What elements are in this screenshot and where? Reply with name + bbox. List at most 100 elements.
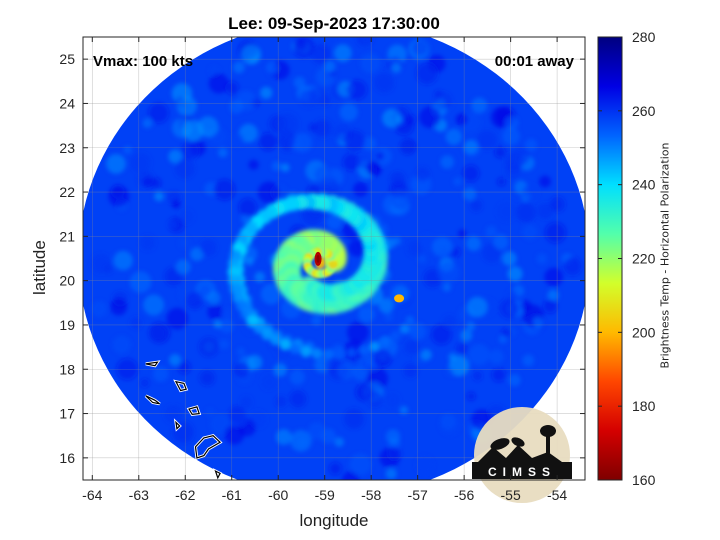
texture-blob: [91, 301, 107, 317]
colorbar-tick-label: 240: [632, 177, 656, 193]
texture-blob: [491, 367, 506, 382]
band-2-segment: [379, 336, 391, 347]
texture-blob: [271, 161, 282, 172]
colorbar-tick-label: 180: [632, 398, 656, 414]
texture-blob: [257, 181, 280, 204]
texture-blob: [508, 374, 521, 387]
rain-bands: [227, 192, 410, 360]
texture-blob: [353, 181, 368, 197]
texture-blob: [406, 240, 423, 257]
chart-title: Lee: 09-Sep-2023 17:30:00: [228, 14, 440, 33]
texture-blob: [169, 354, 182, 366]
texture-blob: [399, 406, 409, 415]
texture-blob: [412, 39, 429, 56]
logo-dish-2: [511, 437, 525, 447]
microwave-swath: [83, 37, 585, 480]
texture-blob: [168, 220, 177, 229]
texture-blob: [310, 43, 331, 64]
texture-blob: [522, 224, 538, 240]
texture-blob: [419, 233, 436, 251]
y-tick-label: 18: [59, 361, 75, 377]
texture-blob: [292, 133, 313, 153]
texture-blob: [152, 366, 169, 382]
texture-blob: [221, 308, 233, 320]
texture-blob: [168, 149, 183, 164]
texture-blob: [502, 251, 517, 266]
texture-blob: [308, 422, 326, 440]
texture-blob: [358, 305, 375, 323]
x-tick-label: -56: [454, 487, 474, 503]
texture-blob: [466, 392, 476, 401]
colorbar-ticks: 160 180 200 220 240 260 280: [598, 29, 656, 488]
texture-blob: [261, 374, 277, 390]
texture-blob: [457, 229, 467, 238]
texture-blob: [432, 236, 453, 258]
texture-blob: [419, 106, 441, 128]
texture-blob: [206, 291, 221, 305]
y-tick-label: 22: [59, 184, 75, 200]
texture-blob: [448, 352, 457, 361]
texture-blob: [544, 267, 564, 287]
texture-blob: [273, 363, 287, 377]
texture-blob: [423, 268, 443, 288]
texture-blob: [228, 408, 248, 428]
texture-blob: [199, 370, 215, 386]
texture-blob: [186, 291, 204, 310]
texture-blob: [455, 342, 468, 355]
texture-blob: [405, 114, 416, 125]
texture-blob: [178, 237, 191, 249]
texture-blob: [339, 103, 358, 122]
texture-blob: [497, 202, 516, 222]
texture-blob: [416, 62, 438, 85]
texture-blob: [248, 159, 259, 170]
x-tick-label: -59: [315, 487, 335, 503]
band-2-segment: [311, 348, 323, 359]
texture-blob: [507, 289, 518, 301]
texture-blob: [154, 191, 164, 202]
texture-blob: [499, 298, 519, 319]
texture-blob: [289, 369, 305, 385]
texture-blob: [116, 358, 138, 380]
texture-blob: [532, 316, 544, 328]
colorbar-tick-label: 260: [632, 103, 656, 119]
texture-blob: [374, 73, 394, 93]
texture-blob: [400, 138, 416, 155]
texture-blob: [233, 362, 250, 378]
texture-blob: [266, 61, 279, 74]
texture-blob: [329, 462, 342, 475]
x-tick-label: -54: [547, 487, 567, 503]
texture-blob: [347, 79, 367, 100]
band-2-segment: [323, 348, 334, 360]
texture-blob: [545, 222, 566, 244]
texture-blob: [485, 225, 497, 237]
texture-blob: [472, 371, 483, 381]
texture-blob: [494, 146, 506, 158]
texture-blob: [113, 250, 133, 271]
texture-blob: [547, 289, 559, 301]
island-outline: [145, 395, 161, 405]
texture-blob: [362, 136, 377, 151]
texture-blob: [289, 390, 307, 408]
texture-blob: [431, 324, 452, 345]
texture-blob: [224, 424, 245, 445]
texture-blob: [171, 199, 181, 209]
texture-blob: [190, 247, 204, 261]
texture-blob: [387, 446, 402, 461]
texture-blob: [277, 130, 296, 149]
texture-blob: [463, 187, 477, 201]
texture-blob: [110, 298, 128, 316]
swath-texture: [90, 37, 582, 480]
texture-blob: [389, 189, 410, 210]
texture-blob: [466, 321, 476, 331]
texture-blob: [90, 253, 111, 274]
texture-blob: [130, 317, 142, 329]
logo-dish-1: [490, 438, 510, 450]
texture-blob: [409, 322, 427, 340]
texture-blob: [259, 132, 278, 151]
texture-blob: [275, 429, 292, 445]
texture-blob: [524, 138, 538, 152]
texture-blob: [230, 133, 245, 147]
texture-blob: [238, 198, 257, 217]
texture-blob: [219, 339, 230, 350]
